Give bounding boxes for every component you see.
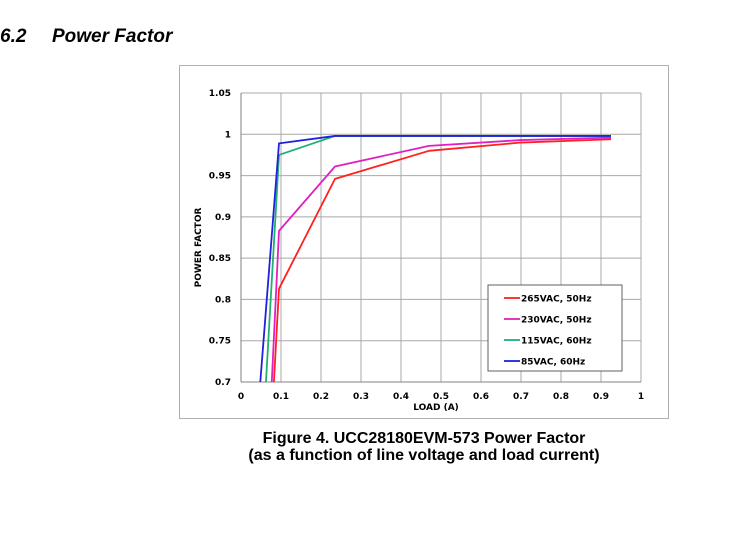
series-line-3 xyxy=(259,135,611,382)
y-tick-label: 1.05 xyxy=(209,89,231,99)
legend-box xyxy=(487,284,623,372)
x-tick-label: 0.7 xyxy=(513,392,529,402)
legend-label-0: 265VAC, 50Hz xyxy=(521,295,592,305)
figure-caption-line1: Figure 4. UCC28180EVM-573 Power Factor xyxy=(262,430,586,447)
y-tick-label: 0.95 xyxy=(209,172,231,182)
y-axis-title: POWER FACTOR xyxy=(194,208,204,288)
x-tick-label: 0.4 xyxy=(393,392,409,402)
section-number: 6.2 xyxy=(0,26,27,47)
series-line-1 xyxy=(270,136,612,382)
x-tick-label: 0.8 xyxy=(553,392,569,402)
y-tick-label: 1 xyxy=(225,130,231,140)
y-tick-label: 0.8 xyxy=(215,295,231,305)
x-tick-label: 0 xyxy=(238,392,244,402)
x-tick-label: 0.5 xyxy=(433,392,449,402)
y-tick-label: 0.75 xyxy=(209,337,231,347)
legend-label-3: 85VAC, 60Hz xyxy=(521,358,585,368)
power-factor-chart: 0.7 0.75 0.8 0.85 0.9 0.95 1 1.05 0 0.1 0.2 0.3 0.4 0… xyxy=(194,89,644,413)
y-tick-label: 0.9 xyxy=(215,213,231,223)
x-tick-label: 0.6 xyxy=(473,392,489,402)
y-tick-label: 0.85 xyxy=(209,254,231,264)
legend-label-2: 115VAC, 60Hz xyxy=(521,337,592,347)
series-line-0 xyxy=(273,138,612,382)
x-tick-label: 0.9 xyxy=(593,392,609,402)
section-heading: 6.2 Power Factor xyxy=(0,26,172,48)
x-tick-label: 0.1 xyxy=(273,392,289,402)
x-axis-title: LOAD (A) xyxy=(413,403,459,413)
section-title: Power Factor xyxy=(52,26,173,47)
x-tick-label: 1 xyxy=(638,392,644,402)
y-tick-label: 0.7 xyxy=(215,378,231,388)
legend-label-1: 230VAC, 50Hz xyxy=(521,316,592,326)
x-tick-label: 0.2 xyxy=(313,392,329,402)
x-tick-label: 0.3 xyxy=(353,392,369,402)
figure-caption-line2: (as a function of line voltage and load … xyxy=(248,447,600,464)
